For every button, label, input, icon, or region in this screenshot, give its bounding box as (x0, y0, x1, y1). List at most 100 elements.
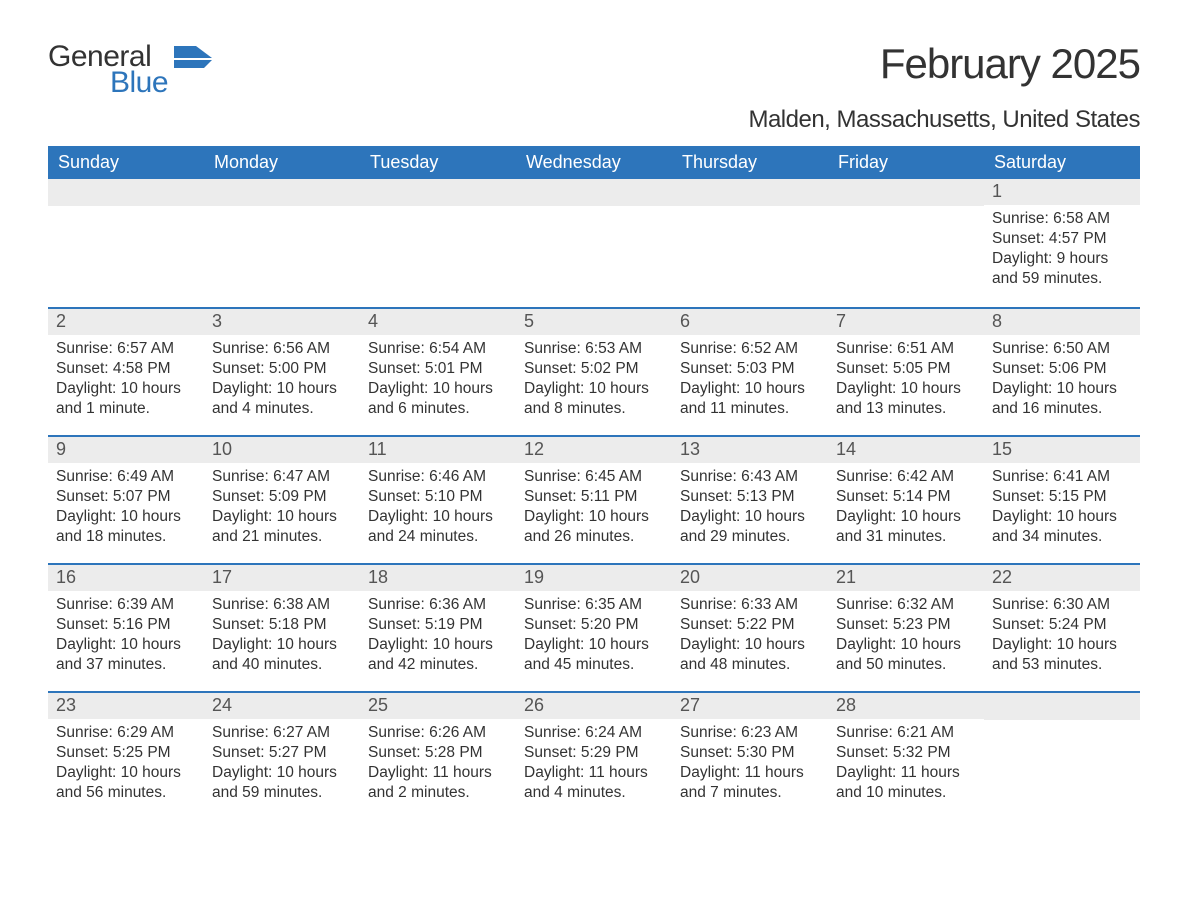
sunrise-line: Sunrise: 6:30 AM (992, 595, 1132, 615)
sunset-line: Sunset: 5:00 PM (212, 359, 352, 379)
day-number: 23 (48, 693, 204, 719)
daylight-line: Daylight: 10 hours and 48 minutes. (680, 635, 820, 675)
daylight-line: Daylight: 10 hours and 40 minutes. (212, 635, 352, 675)
sunrise-line: Sunrise: 6:50 AM (992, 339, 1132, 359)
sunset-line: Sunset: 5:10 PM (368, 487, 508, 507)
day-number (516, 179, 672, 206)
daylight-line: Daylight: 10 hours and 34 minutes. (992, 507, 1132, 547)
day-cell (48, 179, 204, 307)
day-cell: 28Sunrise: 6:21 AMSunset: 5:32 PMDayligh… (828, 693, 984, 819)
sunset-line: Sunset: 5:22 PM (680, 615, 820, 635)
sunrise-line: Sunrise: 6:49 AM (56, 467, 196, 487)
day-data: Sunrise: 6:50 AMSunset: 5:06 PMDaylight:… (984, 335, 1140, 426)
daylight-line: Daylight: 10 hours and 45 minutes. (524, 635, 664, 675)
day-number: 12 (516, 437, 672, 463)
sunset-line: Sunset: 5:15 PM (992, 487, 1132, 507)
week-row: 2Sunrise: 6:57 AMSunset: 4:58 PMDaylight… (48, 307, 1140, 435)
day-cell: 23Sunrise: 6:29 AMSunset: 5:25 PMDayligh… (48, 693, 204, 819)
sunrise-line: Sunrise: 6:27 AM (212, 723, 352, 743)
day-cell (828, 179, 984, 307)
week-row: 1Sunrise: 6:58 AMSunset: 4:57 PMDaylight… (48, 179, 1140, 307)
day-data: Sunrise: 6:56 AMSunset: 5:00 PMDaylight:… (204, 335, 360, 426)
sunset-line: Sunset: 5:16 PM (56, 615, 196, 635)
day-number (672, 179, 828, 206)
day-number (204, 179, 360, 206)
day-cell: 4Sunrise: 6:54 AMSunset: 5:01 PMDaylight… (360, 309, 516, 435)
sunset-line: Sunset: 4:58 PM (56, 359, 196, 379)
day-number: 20 (672, 565, 828, 591)
daylight-line: Daylight: 10 hours and 26 minutes. (524, 507, 664, 547)
day-data: Sunrise: 6:51 AMSunset: 5:05 PMDaylight:… (828, 335, 984, 426)
sunrise-line: Sunrise: 6:29 AM (56, 723, 196, 743)
sunrise-line: Sunrise: 6:38 AM (212, 595, 352, 615)
day-data: Sunrise: 6:42 AMSunset: 5:14 PMDaylight:… (828, 463, 984, 554)
sunrise-line: Sunrise: 6:58 AM (992, 209, 1132, 229)
day-cell: 15Sunrise: 6:41 AMSunset: 5:15 PMDayligh… (984, 437, 1140, 563)
day-cell: 8Sunrise: 6:50 AMSunset: 5:06 PMDaylight… (984, 309, 1140, 435)
day-cell: 1Sunrise: 6:58 AMSunset: 4:57 PMDaylight… (984, 179, 1140, 307)
logo-word2: Blue (110, 66, 168, 100)
daylight-line: Daylight: 10 hours and 29 minutes. (680, 507, 820, 547)
day-number: 14 (828, 437, 984, 463)
day-cell: 24Sunrise: 6:27 AMSunset: 5:27 PMDayligh… (204, 693, 360, 819)
day-data: Sunrise: 6:21 AMSunset: 5:32 PMDaylight:… (828, 719, 984, 810)
daylight-line: Daylight: 11 hours and 2 minutes. (368, 763, 508, 803)
sunset-line: Sunset: 5:02 PM (524, 359, 664, 379)
sunset-line: Sunset: 5:07 PM (56, 487, 196, 507)
day-cell: 18Sunrise: 6:36 AMSunset: 5:19 PMDayligh… (360, 565, 516, 691)
day-number: 2 (48, 309, 204, 335)
daylight-line: Daylight: 10 hours and 59 minutes. (212, 763, 352, 803)
day-data: Sunrise: 6:52 AMSunset: 5:03 PMDaylight:… (672, 335, 828, 426)
day-number: 13 (672, 437, 828, 463)
day-cell (984, 693, 1140, 819)
daylight-line: Daylight: 10 hours and 8 minutes. (524, 379, 664, 419)
day-data: Sunrise: 6:26 AMSunset: 5:28 PMDaylight:… (360, 719, 516, 810)
day-number: 27 (672, 693, 828, 719)
sunset-line: Sunset: 5:30 PM (680, 743, 820, 763)
day-number: 18 (360, 565, 516, 591)
logo-text: General Blue (48, 40, 168, 100)
day-data: Sunrise: 6:24 AMSunset: 5:29 PMDaylight:… (516, 719, 672, 810)
daylight-line: Daylight: 10 hours and 6 minutes. (368, 379, 508, 419)
week-row: 23 Sunrise: 6:29 AMSunset: 5:25 PM Dayligh… (48, 691, 1140, 819)
daylight-line: Daylight: 10 hours and 18 minutes. (56, 507, 196, 547)
daylight-line: Daylight: 10 hours and 11 minutes. (680, 379, 820, 419)
day-data: Sunrise: 6:30 AMSunset: 5:24 PMDaylight:… (984, 591, 1140, 682)
day-data: Sunrise: 6:36 AMSunset: 5:19 PMDaylight:… (360, 591, 516, 682)
day-cell: 20 Sunrise: 6:33 AMSunset: 5:22 PMDayligh… (672, 565, 828, 691)
day-data: Sunrise: 6:32 AMSunset: 5:23 PMDaylight:… (828, 591, 984, 682)
day-number: 6 (672, 309, 828, 335)
day-number: 19 (516, 565, 672, 591)
day-cell: 22Sunrise: 6:30 AMSunset: 5:24 PMDayligh… (984, 565, 1140, 691)
sunrise-line: Sunrise: 6:32 AM (836, 595, 976, 615)
day-number: 4 (360, 309, 516, 335)
sunset-line: Sunset: 5:06 PM (992, 359, 1132, 379)
sunset-line: Sunset: 5:32 PM (836, 743, 976, 763)
day-cell: 9 Sunrise: 6:49 AMSunset: 5:07 PMDaylight… (48, 437, 204, 563)
weekday-label: Tuesday (360, 146, 516, 179)
day-data: Sunrise: 6:54 AMSunset: 5:01 PMDaylight:… (360, 335, 516, 426)
sunrise-line: Sunrise: 6:39 AM (56, 595, 196, 615)
sunset-line: Sunset: 5:09 PM (212, 487, 352, 507)
day-number: 15 (984, 437, 1140, 463)
day-cell (204, 179, 360, 307)
day-cell (672, 179, 828, 307)
sunrise-line: Sunrise: 6:45 AM (524, 467, 664, 487)
sunrise-line: Sunrise: 6:33 AM (680, 595, 820, 615)
sunrise-line: Sunrise: 6:54 AM (368, 339, 508, 359)
day-cell (516, 179, 672, 307)
day-data: Sunrise: 6:53 AMSunset: 5:02 PMDaylight:… (516, 335, 672, 426)
daylight-line: Daylight: 10 hours and 42 minutes. (368, 635, 508, 675)
sunset-line: Sunset: 5:29 PM (524, 743, 664, 763)
sunset-line: Sunset: 5:23 PM (836, 615, 976, 635)
day-data: Sunrise: 6:58 AMSunset: 4:57 PMDaylight:… (984, 205, 1140, 296)
weekday-label: Wednesday (516, 146, 672, 179)
sunset-line: Sunset: 5:25 PM (56, 743, 196, 763)
week-row: 16Sunrise: 6:39 AMSunset: 5:16 PMDayligh… (48, 563, 1140, 691)
day-number: 8 (984, 309, 1140, 335)
day-number: 9 (48, 437, 204, 463)
daylight-line: Daylight: 11 hours and 10 minutes. (836, 763, 976, 803)
day-data: Sunrise: 6:45 AMSunset: 5:11 PMDaylight:… (516, 463, 672, 554)
day-data: Sunrise: 6:38 AMSunset: 5:18 PMDaylight:… (204, 591, 360, 682)
sunrise-line: Sunrise: 6:26 AM (368, 723, 508, 743)
